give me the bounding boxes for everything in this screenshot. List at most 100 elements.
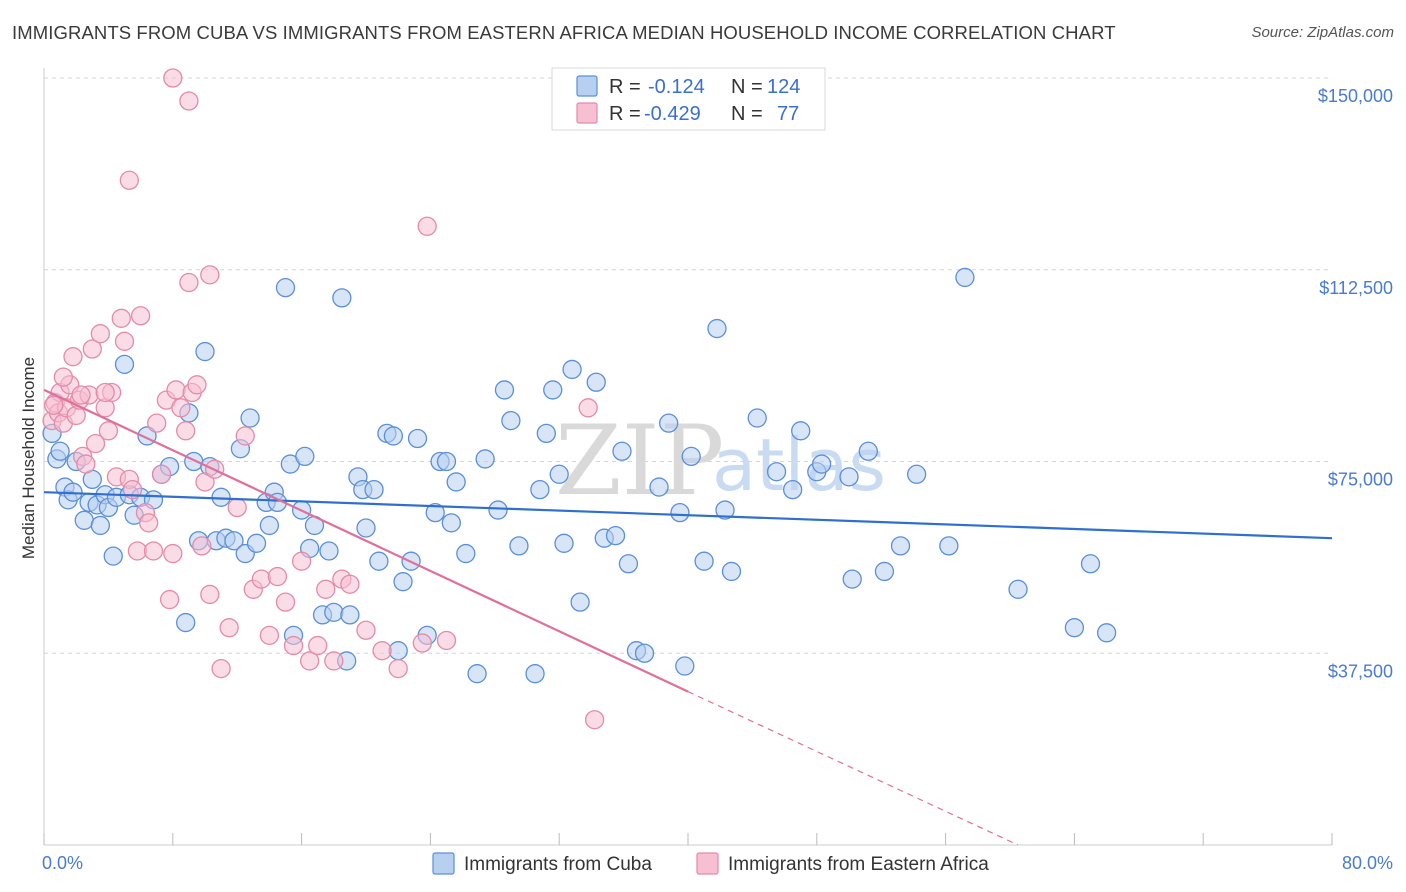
point-eafrica-20 [111,308,131,328]
bottom-legend-swatch-eafrica [696,852,719,875]
point-eafrica-32 [159,589,180,610]
trend-lines [43,388,1333,846]
legend: R = -0.124 N = 124 R = -0.429 N = 77 [551,67,826,131]
point-eafrica-76 [71,385,91,405]
point-cuba-24 [176,612,196,633]
point-cuba-26 [184,451,204,472]
y-tick-label-75000: $75,000 [1328,470,1393,490]
point-cuba-110 [842,569,862,589]
point-cuba-82 [543,380,563,400]
point-cuba-108 [811,454,832,474]
point-eafrica-7 [63,347,83,367]
bottom-legend: Immigrants from Cuba Immigrants from Eas… [432,852,989,875]
point-eafrica-28 [143,541,164,561]
point-cuba-54 [340,605,360,625]
point-cuba-63 [393,572,413,592]
point-cuba-75 [488,500,508,520]
y-tick-label-37500: $37,500 [1328,661,1393,681]
point-eafrica-61 [356,620,376,640]
bottom-legend-swatch-cuba [432,852,455,875]
point-eafrica-46 [227,497,247,518]
point-cuba-89 [605,525,626,546]
point-cuba-58 [364,479,384,500]
point-eafrica-45 [219,618,239,638]
point-cuba-7 [74,510,94,530]
point-eafrica-62 [372,641,392,661]
point-eafrica-52 [275,592,296,612]
point-cuba-46 [295,446,315,467]
legend-n-label-cuba: N = [731,76,763,98]
point-cuba-74 [475,449,495,469]
point-eafrica-35 [171,398,191,418]
point-cuba-16 [114,354,135,374]
point-eafrica-51 [267,566,288,587]
point-eafrica-29 [147,413,167,433]
point-cuba-99 [694,551,714,571]
point-cuba-90 [612,441,632,461]
chart-title: IMMIGRANTS FROM CUBA VS IMMIGRANTS FROM … [12,22,1116,43]
series-eafrica-points [42,68,605,730]
point-eafrica-44 [211,658,231,679]
point-cuba-42 [275,277,296,298]
x-tick-label-min: 0.0% [42,853,83,873]
point-cuba-59 [369,551,389,571]
point-cuba-95 [659,413,679,433]
point-cuba-81 [536,423,556,444]
point-cuba-78 [509,536,529,556]
point-cuba-116 [955,267,975,288]
point-eafrica-15 [90,324,110,344]
trend-line-eafrica [43,388,689,693]
point-cuba-51 [324,602,344,622]
point-eafrica-27 [138,513,159,533]
point-eafrica-50 [259,625,280,646]
point-cuba-118 [1064,618,1085,638]
point-cuba-96 [670,502,690,523]
point-cuba-39 [259,515,280,536]
point-eafrica-69 [200,265,220,285]
point-cuba-67 [425,502,445,523]
point-eafrica-36 [176,421,196,441]
point-cuba-103 [747,408,767,428]
point-cuba-62 [388,641,408,661]
point-cuba-71 [446,472,466,492]
point-cuba-101 [715,500,735,520]
point-cuba-114 [906,464,927,484]
point-eafrica-73 [95,382,115,403]
legend-r-label-eafrica: R = [609,103,641,125]
point-eafrica-41 [195,472,215,492]
point-cuba-119 [1080,554,1101,574]
point-cuba-113 [890,536,911,556]
y-axis-title: Median Household Income [19,357,38,559]
point-cuba-33 [224,531,244,551]
point-cuba-87 [586,372,606,392]
point-cuba-104 [766,462,787,482]
point-eafrica-68 [119,170,139,190]
point-eafrica-37 [179,272,199,293]
trend-line-eafrica-extension [687,691,1019,846]
point-cuba-86 [570,592,590,612]
point-eafrica-57 [316,579,336,599]
point-cuba-100 [707,318,727,339]
point-eafrica-17 [98,421,119,441]
point-cuba-93 [634,643,655,663]
point-cuba-91 [618,554,639,574]
point-eafrica-65 [436,630,457,651]
point-eafrica-55 [299,651,320,671]
point-eafrica-40 [192,536,212,556]
point-cuba-2 [50,441,70,461]
x-ticks [43,833,1333,845]
legend-n-value-eafrica: 77 [777,103,799,125]
legend-swatch-eafrica [576,102,598,124]
point-cuba-76 [494,380,515,400]
point-cuba-65 [407,428,428,449]
point-eafrica-39 [187,375,207,395]
y-tick-label-112500: $112,500 [1319,278,1393,298]
point-eafrica-13 [82,339,102,359]
point-cuba-70 [441,513,461,533]
point-cuba-112 [874,561,895,582]
point-eafrica-58 [324,651,344,671]
point-eafrica-74 [53,367,73,387]
point-cuba-109 [839,467,859,487]
x-tick-label-max: 80.0% [1342,853,1393,873]
